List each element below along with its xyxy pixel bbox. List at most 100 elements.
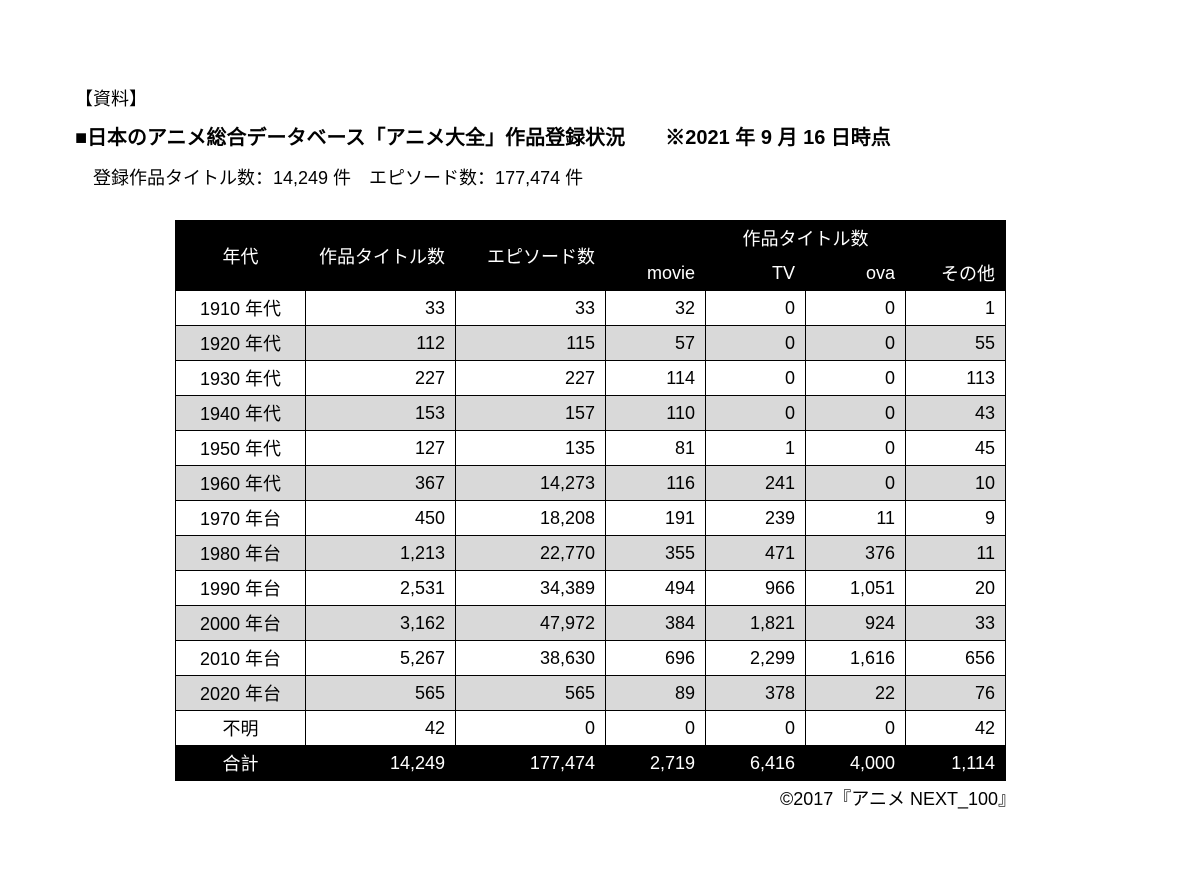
header-movie: movie [606, 256, 706, 291]
cell-titles: 5,267 [306, 641, 456, 676]
summary-line: 登録作品タイトル数：14,249 件 エピソード数：177,474 件 [93, 164, 1106, 190]
header-titles: 作品タイトル数 [306, 221, 456, 291]
cell-tv: 2,299 [706, 641, 806, 676]
cell-era: 1940 年代 [176, 396, 306, 431]
cell-ova: 0 [806, 361, 906, 396]
cell-tv: 239 [706, 501, 806, 536]
cell-ova: 1,051 [806, 571, 906, 606]
cell-ova: 11 [806, 501, 906, 536]
data-table: 年代 作品タイトル数 エピソード数 作品タイトル数 movie TV ova そ… [175, 220, 1006, 781]
table-row: 2000 年台3,16247,9723841,82192433 [176, 606, 1006, 641]
cell-other: 45 [906, 431, 1006, 466]
cell-era: 1930 年代 [176, 361, 306, 396]
cell-tv: 0 [706, 396, 806, 431]
cell-episodes: 33 [456, 291, 606, 326]
cell-tv: 0 [706, 326, 806, 361]
cell-ova: 0 [806, 711, 906, 746]
total-label: 合計 [176, 746, 306, 781]
cell-titles: 227 [306, 361, 456, 396]
cell-ova: 0 [806, 326, 906, 361]
cell-ova: 1,616 [806, 641, 906, 676]
cell-ova: 376 [806, 536, 906, 571]
cell-episodes: 0 [456, 711, 606, 746]
total-episodes: 177,474 [456, 746, 606, 781]
cell-era: 2020 年台 [176, 676, 306, 711]
cell-other: 656 [906, 641, 1006, 676]
total-movie: 2,719 [606, 746, 706, 781]
cell-era: 1970 年台 [176, 501, 306, 536]
header-group-titles: 作品タイトル数 [606, 221, 1006, 256]
cell-tv: 1 [706, 431, 806, 466]
cell-other: 9 [906, 501, 1006, 536]
cell-episodes: 34,389 [456, 571, 606, 606]
cell-ova: 0 [806, 466, 906, 501]
cell-other: 10 [906, 466, 1006, 501]
cell-era: 2000 年台 [176, 606, 306, 641]
cell-tv: 471 [706, 536, 806, 571]
cell-era: 1990 年台 [176, 571, 306, 606]
table-row: 1960 年代36714,273116241010 [176, 466, 1006, 501]
cell-movie: 32 [606, 291, 706, 326]
table-row: 1920 年代112115570055 [176, 326, 1006, 361]
table-body: 1910 年代3333320011920 年代1121155700551930 … [176, 291, 1006, 746]
cell-other: 55 [906, 326, 1006, 361]
cell-episodes: 38,630 [456, 641, 606, 676]
cell-titles: 2,531 [306, 571, 456, 606]
cell-ova: 0 [806, 396, 906, 431]
cell-episodes: 115 [456, 326, 606, 361]
table-row: 不明42000042 [176, 711, 1006, 746]
cell-titles: 127 [306, 431, 456, 466]
cell-era: 不明 [176, 711, 306, 746]
cell-movie: 89 [606, 676, 706, 711]
cell-tv: 966 [706, 571, 806, 606]
table-row: 2010 年台5,26738,6306962,2991,616656 [176, 641, 1006, 676]
cell-movie: 116 [606, 466, 706, 501]
cell-era: 2010 年台 [176, 641, 306, 676]
cell-movie: 57 [606, 326, 706, 361]
cell-era: 1950 年代 [176, 431, 306, 466]
table-row: 1990 年台2,53134,3894949661,05120 [176, 571, 1006, 606]
cell-movie: 110 [606, 396, 706, 431]
total-titles: 14,249 [306, 746, 456, 781]
cell-episodes: 135 [456, 431, 606, 466]
cell-other: 1 [906, 291, 1006, 326]
cell-era: 1960 年代 [176, 466, 306, 501]
cell-episodes: 22,770 [456, 536, 606, 571]
header-era: 年代 [176, 221, 306, 291]
cell-movie: 191 [606, 501, 706, 536]
cell-titles: 367 [306, 466, 456, 501]
header-other: その他 [906, 256, 1006, 291]
cell-era: 1980 年台 [176, 536, 306, 571]
table-row: 1980 年台1,21322,77035547137611 [176, 536, 1006, 571]
table-row: 1970 年台45018,208191239119 [176, 501, 1006, 536]
cell-movie: 0 [606, 711, 706, 746]
cell-episodes: 157 [456, 396, 606, 431]
cell-episodes: 47,972 [456, 606, 606, 641]
cell-ova: 0 [806, 291, 906, 326]
cell-ova: 924 [806, 606, 906, 641]
cell-titles: 3,162 [306, 606, 456, 641]
cell-episodes: 14,273 [456, 466, 606, 501]
cell-episodes: 227 [456, 361, 606, 396]
cell-other: 11 [906, 536, 1006, 571]
cell-episodes: 18,208 [456, 501, 606, 536]
cell-ova: 22 [806, 676, 906, 711]
cell-titles: 565 [306, 676, 456, 711]
table-row: 1930 年代22722711400113 [176, 361, 1006, 396]
cell-movie: 696 [606, 641, 706, 676]
header-tv: TV [706, 256, 806, 291]
total-ova: 4,000 [806, 746, 906, 781]
cell-movie: 114 [606, 361, 706, 396]
document-title: ■日本のアニメ総合データベース「アニメ大全」作品登録状況 ※2021 年 9 月… [75, 121, 1106, 150]
table-row: 2020 年台565565893782276 [176, 676, 1006, 711]
table-row: 1910 年代333332001 [176, 291, 1006, 326]
document-label: 【資料】 [75, 85, 1106, 111]
cell-other: 76 [906, 676, 1006, 711]
cell-episodes: 565 [456, 676, 606, 711]
cell-other: 20 [906, 571, 1006, 606]
cell-other: 43 [906, 396, 1006, 431]
cell-ova: 0 [806, 431, 906, 466]
table-row: 1940 年代1531571100043 [176, 396, 1006, 431]
total-other: 1,114 [906, 746, 1006, 781]
cell-movie: 81 [606, 431, 706, 466]
